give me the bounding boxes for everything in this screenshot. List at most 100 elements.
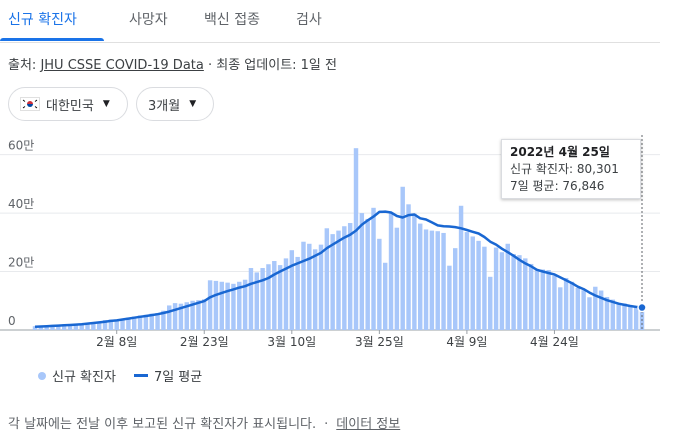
bar [132,316,137,330]
bar [423,229,429,330]
bar [493,247,499,330]
bar [324,228,330,330]
bar [283,258,289,330]
bar [394,227,400,330]
bar [587,297,592,330]
bar [108,319,114,330]
bar [429,230,435,330]
active-tab-indicator [0,38,104,41]
bar [137,315,143,330]
bar [388,213,394,330]
bar [523,258,528,330]
bar [219,281,224,330]
tab-tests[interactable]: 검사 [296,12,322,28]
bar [301,241,306,330]
region-value: 대한민국 [46,98,94,114]
bar [184,302,189,330]
bar [120,318,125,330]
period-select[interactable]: 3개월 ▼ [136,87,214,121]
region-select[interactable]: 대한민국 ▼ [8,87,128,121]
bar [225,282,230,330]
bar [347,223,353,330]
bar [50,324,55,330]
bar [295,256,300,330]
bar [161,310,166,330]
bar [563,277,569,330]
bar [237,281,242,330]
chart-tooltip: 2022년 4월 25일 신규 확진자: 80,301 7일 평균: 76,84… [501,139,641,199]
tab-deaths[interactable]: 사망자 [129,12,168,28]
bar [365,218,370,330]
bar [528,263,534,330]
bar [488,276,493,330]
bar [382,262,388,330]
cases-chart: 0 20만 40만 60만 2월 8일 2월 23일 3월 10일 3월 25일 4월 9일 4월… [0,135,660,349]
bar [616,303,621,330]
bar [552,275,557,330]
legend-line-label: 7일 평균 [153,370,203,385]
bar [558,287,563,330]
bar [242,279,248,330]
bar [149,313,154,330]
x-tick-label: 3월 25일 [355,335,404,349]
bar [581,290,586,330]
y-tick-label: 40만 [8,197,34,211]
bar [633,306,639,330]
bar [213,280,219,330]
legend-bar-marker [38,371,46,380]
data-info-link[interactable]: 데이터 정보 [336,417,401,432]
bar [622,303,627,330]
bar [359,213,365,330]
tooltip-date: 2022년 4월 25일 [510,145,610,159]
bar [172,303,178,330]
x-tick-label: 4월 9일 [446,335,487,349]
source-link[interactable]: JHU CSSE COVID-19 Data [40,58,204,73]
bar [371,207,376,330]
bar [517,255,522,330]
tab-vaccinations[interactable]: 백신 접종 [204,12,260,28]
bar [167,305,172,330]
bar [453,248,458,330]
bar [458,205,464,330]
bar [56,324,61,330]
bar [505,243,510,330]
legend-bar-label: 신규 확진자 [52,370,116,385]
bar [102,320,108,330]
bar [67,324,73,330]
tab-new-cases[interactable]: 신규 확진자 [8,12,77,28]
bar [610,299,616,330]
bar [628,306,633,330]
average-line [34,210,643,329]
footer-text: 각 날짜에는 전날 이후 보고된 신규 확진자가 표시됩니다. [8,417,317,432]
bar [464,232,470,330]
bar [593,286,598,330]
bar [336,230,341,330]
bar [470,236,475,330]
bar [96,321,102,330]
bar [73,323,79,330]
bar [406,204,411,330]
bar [207,280,213,330]
bar [38,325,44,330]
bar [447,265,452,330]
x-tick-label: 3월 10일 [267,335,316,349]
bar [114,319,119,330]
bar [353,148,359,330]
bar [540,269,545,330]
bar [639,306,645,330]
bar [482,246,487,330]
bar [254,272,260,330]
tooltip-new-cases: 신규 확진자: 80,301 [510,162,619,176]
bar [126,317,131,330]
bar [598,290,604,330]
bar [266,264,271,330]
x-tick-label: 2월 8일 [96,335,137,349]
bar [546,270,551,330]
chevron-down-icon: ▼ [102,99,110,109]
bar [435,231,440,330]
bar [377,238,382,330]
bar [91,322,96,330]
y-tick-label: 0 [8,314,16,328]
bar [575,287,581,330]
bar [196,300,201,330]
